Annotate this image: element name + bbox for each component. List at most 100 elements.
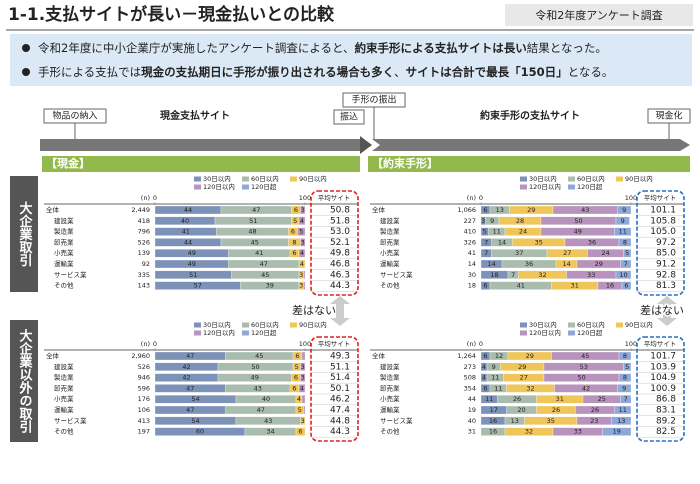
n-value: 335 <box>138 271 150 279</box>
value-label: 3 <box>301 417 305 425</box>
value-label: 8 <box>292 238 296 246</box>
avg-header: 平均サイト <box>318 193 351 202</box>
bar-segment <box>618 238 632 247</box>
n-value: 326 <box>464 238 476 246</box>
avg-value: 51.1 <box>330 362 350 372</box>
n-value: 526 <box>138 363 150 371</box>
value-label: 36 <box>588 238 596 246</box>
category-label: 卸売業 <box>380 383 400 392</box>
value-label: 6 <box>292 249 296 257</box>
value-label: 45 <box>581 352 589 360</box>
n-value: 508 <box>464 374 476 382</box>
n-value: 418 <box>138 217 150 225</box>
value-label: 41 <box>517 282 525 290</box>
legend-label: 120日超 <box>577 182 603 191</box>
category-label: 全体 <box>372 351 386 360</box>
value-label: 4 <box>482 363 486 371</box>
value-label: 37 <box>515 249 523 257</box>
x-tick-label: 100 <box>625 194 637 202</box>
legend-swatch <box>194 184 201 190</box>
x-tick-label: 0 <box>479 194 483 202</box>
n-value: 227 <box>464 217 476 225</box>
legend-swatch <box>242 330 249 336</box>
value-label: 44 <box>184 206 192 214</box>
n-value: 30 <box>468 271 476 279</box>
n-value: 139 <box>138 249 150 257</box>
timeline-marker <box>360 136 372 154</box>
value-label: 26 <box>591 406 599 414</box>
value-label: 26 <box>552 406 560 414</box>
value-label: 31 <box>556 395 564 403</box>
category-label: サービス業 <box>380 416 413 425</box>
avg-value: 46.8 <box>330 260 350 270</box>
timeline-label: 現金化 <box>655 110 682 122</box>
category-label: 運輸業 <box>54 405 74 414</box>
avg-value: 46.3 <box>330 270 350 280</box>
legend-swatch <box>242 176 249 182</box>
value-label: 6 <box>624 282 628 290</box>
avg-value: 50.1 <box>330 384 350 394</box>
section-label: 【現金】 <box>46 156 90 170</box>
avg-value: 100.9 <box>650 384 676 394</box>
n-value: 796 <box>138 228 150 236</box>
row-label: 大企業取引 <box>17 201 34 268</box>
n-value: 14 <box>468 260 476 268</box>
legend-swatch <box>242 322 249 328</box>
n-value: 410 <box>464 228 476 236</box>
category-label: 小売業 <box>380 394 400 403</box>
value-label: 7 <box>484 249 488 257</box>
legend-swatch <box>194 330 201 336</box>
n-value: 143 <box>138 282 150 290</box>
legend-label: 60日以内 <box>251 320 279 329</box>
legend-swatch <box>616 322 623 328</box>
value-label: 4 <box>300 384 304 392</box>
avg-value: 91.2 <box>656 260 676 270</box>
category-label: 製造業 <box>54 373 74 382</box>
value-label: 6 <box>483 352 487 360</box>
value-label: 41 <box>255 249 263 257</box>
row-label-box <box>10 176 38 292</box>
value-label: 31 <box>571 282 579 290</box>
avg-value: 105.0 <box>650 227 676 237</box>
legend-swatch <box>568 330 575 336</box>
avg-value: 50.8 <box>330 206 350 216</box>
label-box <box>43 108 107 124</box>
avg-value: 103.9 <box>650 362 676 372</box>
value-label: 11 <box>619 406 627 414</box>
value-label: 35 <box>535 238 543 246</box>
value-label: 40 <box>181 217 189 225</box>
x-tick-label: 0 <box>479 340 483 348</box>
n-value: 40 <box>468 417 476 425</box>
value-label: 50 <box>577 374 585 382</box>
value-label: 5 <box>299 228 303 236</box>
bar-segment <box>300 362 306 371</box>
legend-swatch <box>568 184 575 190</box>
value-label: 7 <box>511 271 515 279</box>
n-value: 176 <box>138 395 150 403</box>
value-label: 11 <box>491 374 499 382</box>
value-label: 32 <box>538 271 546 279</box>
legend-label: 90日以内 <box>625 174 653 183</box>
timeline-bar <box>40 139 368 151</box>
legend-label: 90日以内 <box>299 320 327 329</box>
value-label: 24 <box>519 228 527 236</box>
value-label: 12 <box>495 352 503 360</box>
value-label: 8 <box>623 374 627 382</box>
bar-segment <box>620 259 632 269</box>
n-value: 44 <box>468 395 476 403</box>
value-label: 54 <box>191 417 199 425</box>
value-label: 43 <box>581 206 589 214</box>
value-label: 9 <box>621 217 625 225</box>
value-label: 40 <box>262 395 270 403</box>
bar-segment <box>301 351 306 361</box>
bar-segment <box>611 416 632 425</box>
category-label: その他 <box>54 427 74 436</box>
bar-segment <box>623 249 632 258</box>
value-label: 9 <box>622 206 626 214</box>
value-label: 27 <box>520 374 528 382</box>
legend-label: 120日超 <box>251 182 277 191</box>
category-label: 小売業 <box>54 248 74 257</box>
value-label: 16 <box>489 417 497 425</box>
value-label: 53 <box>580 363 588 371</box>
